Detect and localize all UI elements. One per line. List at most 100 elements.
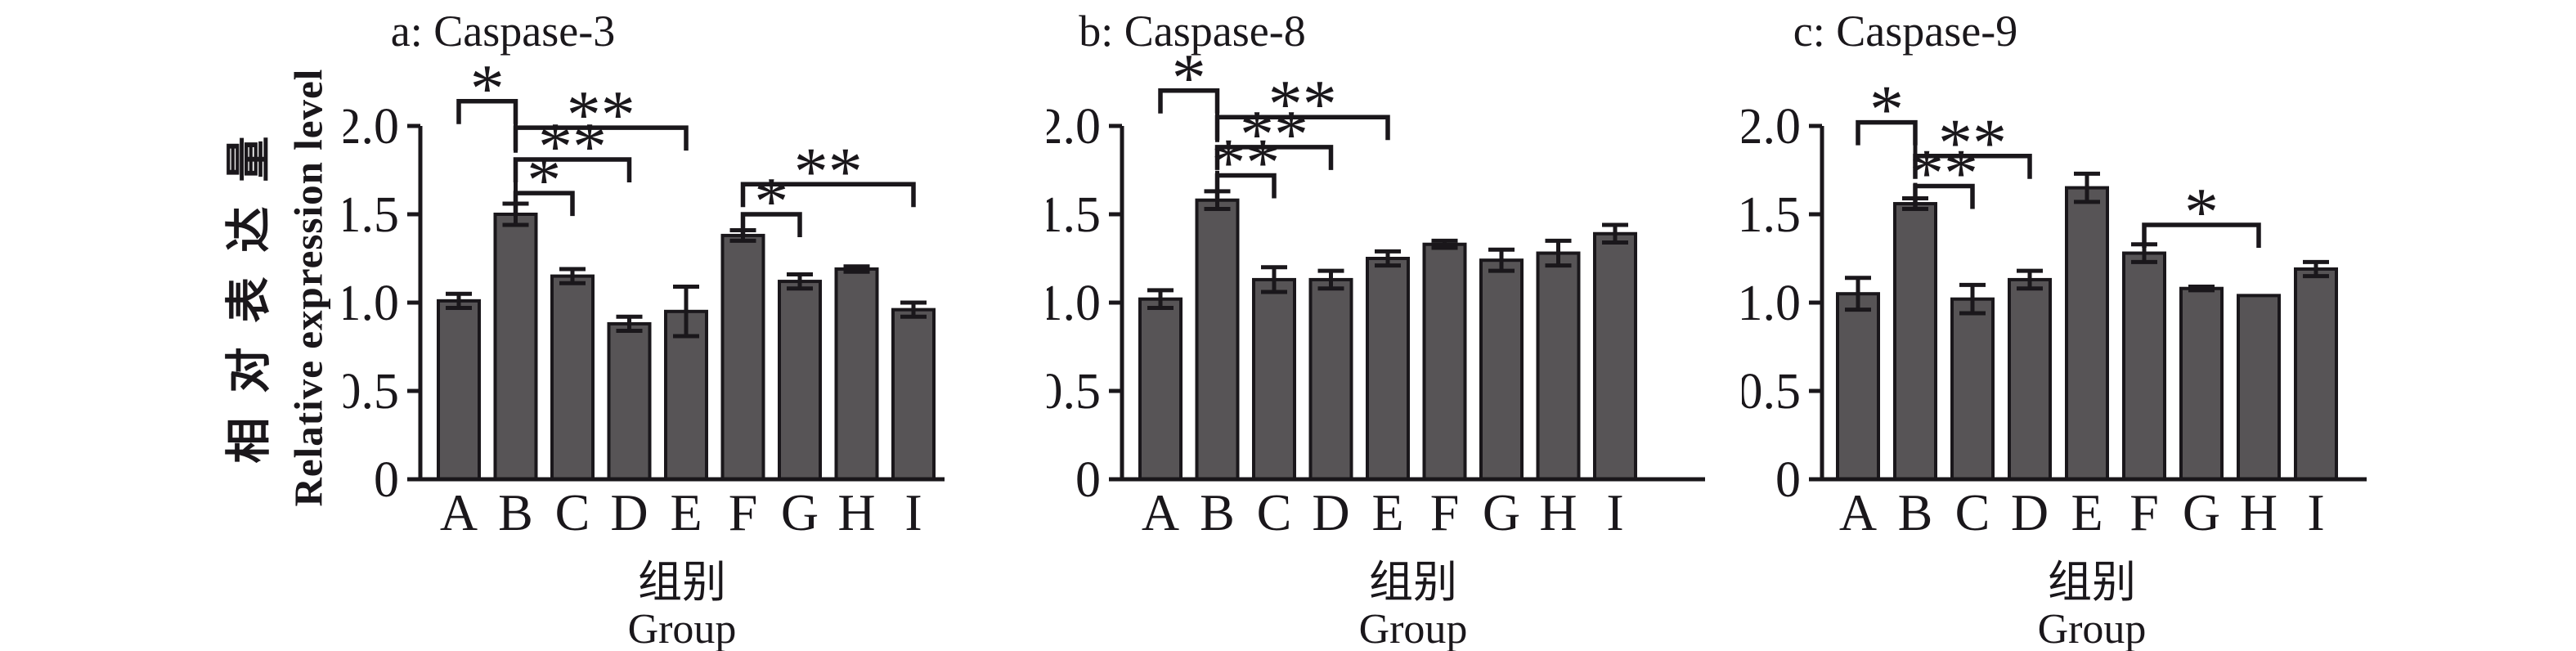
- x-category-label-H: H: [1539, 483, 1577, 541]
- y-tick-label-2.0: 2.0: [1742, 99, 1801, 155]
- error-bar-A: [1147, 288, 1174, 310]
- significance-bracket-A-B: [456, 99, 518, 124]
- error-bar-D: [1317, 268, 1344, 291]
- significance-bracket-F-I: [740, 182, 916, 208]
- y-tick-label-1.5: 1.5: [1742, 187, 1801, 243]
- significance-bracket-A-B: [1856, 119, 1918, 146]
- bar-B: [493, 213, 538, 481]
- x-category-label-E: E: [2071, 483, 2103, 541]
- bar-D: [1308, 277, 1353, 482]
- x-category-label-B: B: [498, 483, 533, 541]
- bar-H: [1536, 251, 1581, 481]
- bar-I: [1593, 231, 1637, 481]
- x-category-label-D: D: [2011, 483, 2049, 541]
- significance-label-A-B: *: [1172, 40, 1206, 116]
- x-axis-title-en: Group: [1359, 606, 1468, 651]
- x-category-label-D: D: [1312, 483, 1349, 541]
- error-bar-G: [2188, 285, 2215, 293]
- y-tick-label-0: 0: [1775, 452, 1801, 508]
- bar-G: [2179, 286, 2224, 481]
- bar-A: [1138, 297, 1183, 481]
- bar-G: [1479, 258, 1524, 481]
- significance-bracket-B-C: [1913, 183, 1975, 209]
- error-bar-C: [559, 267, 586, 285]
- x-category-label-C: C: [1955, 483, 1990, 541]
- chart-title: b: Caspase-8: [1079, 7, 1305, 56]
- x-category-label-H: H: [2240, 483, 2278, 541]
- error-bar-I: [900, 300, 927, 319]
- error-bar-E: [673, 285, 699, 339]
- bar-C: [1252, 277, 1296, 482]
- y-tick-label-2.0: 2.0: [343, 99, 399, 155]
- y-tick-label-1.5: 1.5: [1047, 187, 1101, 243]
- bar-F: [720, 233, 765, 481]
- bar-H: [834, 267, 879, 481]
- error-bar-G: [787, 272, 813, 291]
- bar-H: [2237, 294, 2281, 481]
- bar-F: [2122, 251, 2166, 481]
- bar-E: [2065, 186, 2109, 481]
- bar-D: [2008, 277, 2052, 482]
- bar-G: [778, 280, 822, 481]
- x-category-label-A: A: [1839, 483, 1877, 541]
- significance-label-A-B: *: [1869, 72, 1904, 148]
- x-category-label-I: I: [1606, 483, 1623, 541]
- error-bar-I: [2303, 259, 2329, 279]
- bar-B: [1893, 202, 1937, 481]
- y-axis-title-en: Relative expression level: [285, 69, 331, 507]
- x-category-label-E: E: [670, 483, 702, 541]
- y-tick-label-0.5: 0.5: [1047, 364, 1101, 420]
- x-category-label-D: D: [610, 483, 648, 541]
- significance-label-B-C: *: [527, 142, 561, 218]
- x-axis-title-en: Group: [628, 606, 737, 651]
- significance-label-F-H: *: [2184, 174, 2219, 250]
- significance-label-B-D: **: [1240, 97, 1308, 173]
- y-tick-label-1.0: 1.0: [1742, 276, 1801, 331]
- y-tick-label-1.0: 1.0: [343, 276, 399, 331]
- significance-label-F-G: *: [754, 164, 788, 240]
- significance-label-B-D: **: [538, 109, 607, 185]
- x-category-label-G: G: [2183, 483, 2220, 541]
- error-bar-H: [1545, 238, 1572, 268]
- error-bar-F: [1431, 238, 1458, 250]
- x-axis-title-en: Group: [2038, 606, 2147, 651]
- significance-label-B-C: **: [1211, 124, 1280, 200]
- bar-A: [437, 299, 481, 481]
- chart-caspase-8: b: Caspase-8A B C D E F G H I00.51.01.52.0* *****…: [1047, 7, 1705, 651]
- y-tick-label-0: 0: [1075, 452, 1101, 508]
- bar-F: [1422, 242, 1467, 481]
- error-bar-H: [843, 264, 870, 274]
- significance-bracket-B-C: [1214, 173, 1277, 199]
- y-axis-title-cn: 相对表达量: [224, 111, 276, 464]
- significance-label-A-B: *: [470, 51, 505, 127]
- bar-C: [1950, 297, 1995, 481]
- x-category-label-G: G: [1483, 483, 1520, 541]
- significance-label-B-D: **: [1938, 106, 2007, 182]
- significance-label-B-C: **: [1910, 135, 1978, 211]
- x-axis-title-cn: 组别: [2048, 558, 2136, 607]
- x-category-label-E: E: [1371, 483, 1403, 541]
- significance-bracket-A-B: [1158, 88, 1220, 114]
- error-bar-I: [1602, 222, 1628, 245]
- error-bar-G: [1488, 247, 1515, 273]
- significance-bracket-B-E: [1214, 114, 1390, 141]
- x-category-label-G: G: [781, 483, 819, 541]
- error-bar-E: [2074, 171, 2100, 204]
- x-axis-title-cn: 组别: [638, 558, 726, 607]
- error-bar-A: [1845, 276, 1871, 312]
- x-category-label-A: A: [440, 483, 478, 541]
- y-tick-label-0.5: 0.5: [1742, 364, 1801, 420]
- significance-bracket-B-C: [513, 191, 575, 217]
- bar-I: [2294, 267, 2338, 481]
- x-category-label-A: A: [1142, 483, 1179, 541]
- significance-bracket-F-G: [740, 212, 802, 237]
- y-tick-label-0: 0: [374, 452, 399, 508]
- chart-caspase-3: a: Caspase-3A B C D E F G H I00.51.01.52.0* *****…: [343, 7, 945, 651]
- bar-B: [1195, 198, 1240, 481]
- x-axis-title-cn: 组别: [1369, 558, 1457, 607]
- x-category-label-F: F: [2129, 483, 2159, 541]
- significance-bracket-F-H: [2142, 222, 2261, 248]
- significance-bracket-B-E: [513, 125, 689, 151]
- x-category-label-C: C: [1257, 483, 1292, 541]
- error-bar-D: [2017, 268, 2043, 291]
